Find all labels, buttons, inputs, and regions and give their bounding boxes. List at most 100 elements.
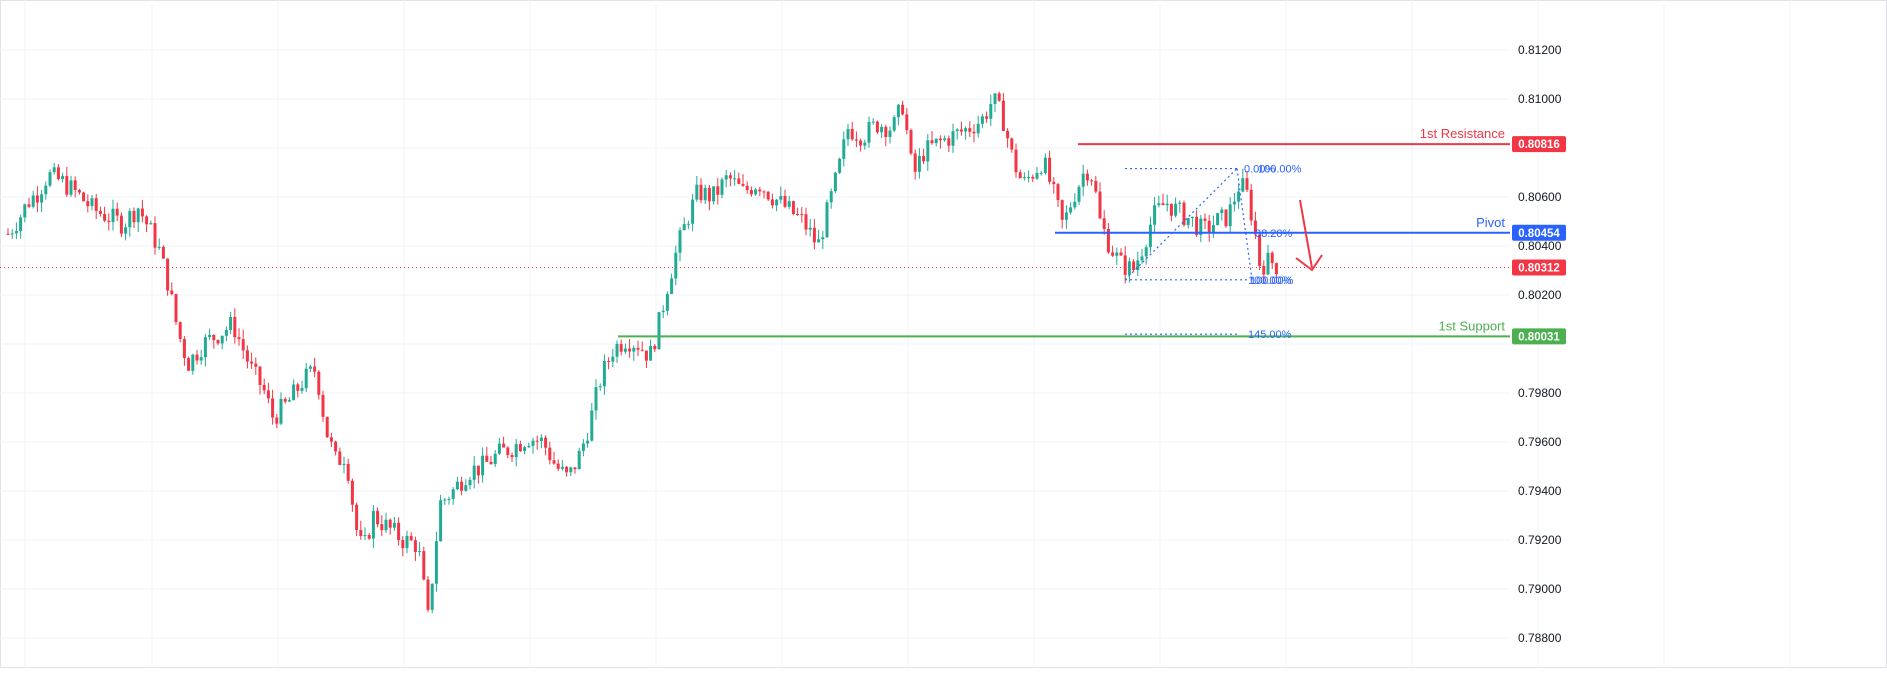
- candle-body: [497, 443, 501, 454]
- candle-body: [1056, 184, 1060, 201]
- candle-body: [367, 535, 371, 539]
- candle-body: [640, 349, 644, 351]
- bearish-arrow-head: [1295, 254, 1323, 272]
- candle-body: [1001, 100, 1005, 131]
- candle-body: [65, 176, 69, 195]
- candle-body: [56, 167, 60, 180]
- candle-body: [153, 223, 157, 248]
- candle-body: [1153, 205, 1157, 225]
- candle-body: [287, 400, 291, 402]
- candle-body: [1224, 209, 1228, 227]
- level-price-badge-text: 0.80454: [1518, 228, 1560, 240]
- candle-body: [1006, 130, 1010, 139]
- candle-body: [48, 172, 52, 186]
- candle-body: [90, 198, 94, 207]
- candle-body: [917, 155, 921, 172]
- candle-body: [94, 198, 98, 211]
- candle-body: [98, 210, 102, 214]
- candle-body: [976, 123, 980, 134]
- fib-trend-up: [1124, 168, 1238, 281]
- candle-body: [749, 190, 753, 195]
- candle-body: [342, 463, 346, 465]
- candle-body: [989, 103, 993, 119]
- candle-body: [863, 142, 867, 146]
- candle-body: [174, 294, 178, 323]
- candle-body: [1127, 261, 1131, 275]
- candle-body: [691, 199, 695, 224]
- candle-body: [636, 347, 640, 350]
- fib-label: 100.00%: [1250, 275, 1294, 287]
- level-name-label: Pivot: [1476, 215, 1505, 230]
- candle-body: [968, 128, 972, 132]
- candle-body: [380, 524, 384, 531]
- fib-label: 0.00%: [1244, 164, 1275, 176]
- candle-body: [1102, 218, 1106, 229]
- candle-body: [850, 129, 854, 140]
- candle-body: [909, 130, 913, 154]
- candle-body: [258, 366, 262, 386]
- bearish-arrow-shaft: [1299, 199, 1313, 269]
- candle-body: [250, 361, 254, 364]
- candle-body: [733, 178, 737, 180]
- candle-body: [1190, 216, 1194, 219]
- candle-body: [199, 357, 203, 361]
- candle-body: [224, 330, 228, 336]
- candle-body: [804, 214, 808, 230]
- candle-body: [1035, 172, 1039, 179]
- candle-body: [762, 191, 766, 193]
- candle-body: [422, 551, 426, 580]
- candle-body: [195, 354, 199, 361]
- candle-body: [1031, 176, 1035, 179]
- candle-body: [44, 185, 48, 195]
- candle-body: [724, 175, 728, 180]
- y-tick-label: 0.81000: [1518, 92, 1562, 106]
- candle-body: [10, 233, 14, 235]
- candle-body: [1043, 157, 1047, 173]
- candle-body: [653, 345, 657, 350]
- candle-body: [203, 337, 207, 358]
- candle-body: [1010, 138, 1014, 150]
- level-name-label: 1st Support: [1439, 318, 1506, 333]
- candle-body: [1144, 247, 1148, 257]
- candle-body: [695, 184, 699, 200]
- candle-body: [1048, 157, 1052, 182]
- level-price-badge: [1512, 224, 1566, 241]
- candle-body: [905, 114, 909, 131]
- candle-body: [1052, 181, 1056, 185]
- candle-body: [985, 116, 989, 119]
- candle-body: [754, 189, 758, 195]
- candle-body: [649, 345, 653, 361]
- candle-body: [821, 237, 825, 240]
- candle-body: [1178, 202, 1182, 204]
- candle-body: [434, 541, 438, 584]
- candle-body: [35, 195, 39, 203]
- fib-label: 145.00%: [1248, 329, 1292, 341]
- candle-body: [77, 189, 81, 193]
- candle-body: [1111, 252, 1115, 256]
- candle-body: [607, 361, 611, 363]
- candle-body: [720, 179, 724, 195]
- candle-body: [926, 140, 930, 162]
- candle-body: [846, 129, 850, 140]
- candle-body: [947, 138, 951, 146]
- candle-body: [1085, 173, 1089, 181]
- candle-body: [884, 126, 888, 137]
- candle-body: [313, 366, 317, 372]
- candle-body: [1132, 261, 1136, 270]
- candle-body: [880, 126, 884, 133]
- candle-body: [703, 187, 707, 201]
- candle-body: [40, 194, 44, 203]
- candle-body: [502, 443, 506, 448]
- candle-body: [27, 204, 31, 207]
- candle-body: [1039, 172, 1043, 174]
- candle-body: [476, 465, 480, 476]
- candle-body: [392, 522, 396, 528]
- candle-body: [468, 479, 472, 486]
- candle-body: [1249, 189, 1253, 221]
- candle-body: [959, 129, 963, 132]
- candle-body: [514, 444, 518, 458]
- price-axis[interactable]: 0.81200 0.81000 0.80600 0.80400 0.80200 0.798…: [1512, 43, 1566, 645]
- candle-body: [1211, 225, 1215, 233]
